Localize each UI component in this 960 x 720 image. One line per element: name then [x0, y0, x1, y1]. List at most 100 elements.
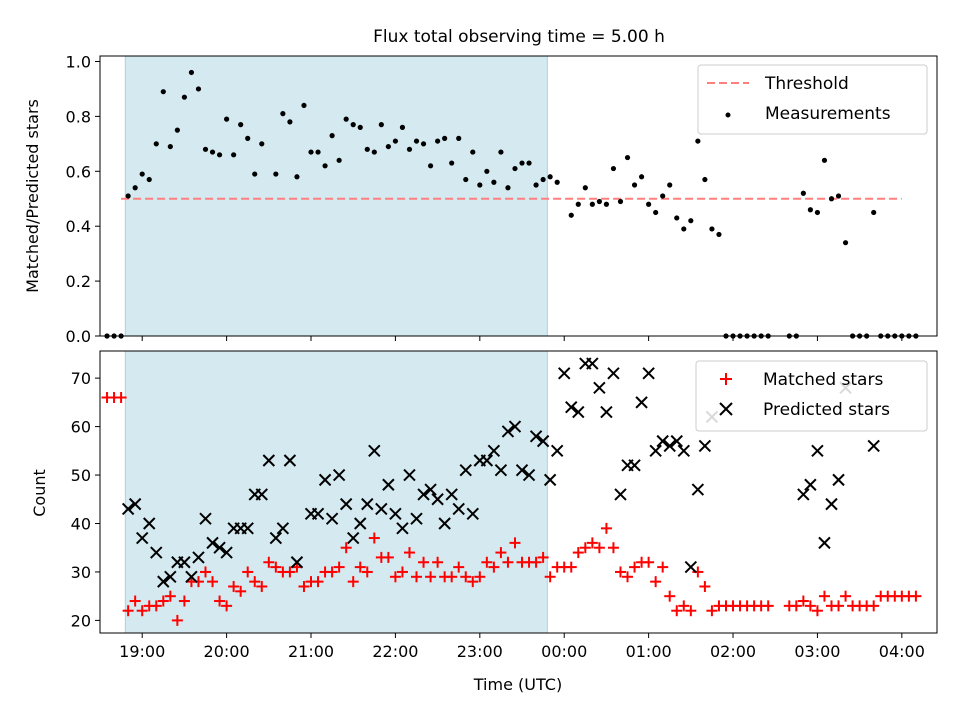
measurement-point	[301, 102, 307, 109]
matched-star-point	[298, 580, 310, 592]
matched-star-point	[762, 600, 774, 612]
measurement-point	[202, 146, 209, 152]
predicted-star-point	[396, 522, 409, 535]
matched-star-point	[607, 542, 619, 554]
measurement-point	[132, 185, 138, 191]
predicted-star-point	[424, 483, 437, 496]
matched-star-point	[699, 580, 711, 592]
predicted-star-point	[522, 468, 536, 482]
matched-star-point	[263, 556, 275, 568]
matched-star-point	[868, 600, 880, 612]
predicted-star-point	[600, 405, 613, 419]
matched-star-point	[579, 542, 591, 554]
predicted-star-point	[593, 381, 606, 395]
matched-star-point	[249, 576, 261, 588]
y-tick-label: 20	[71, 611, 91, 630]
matched-star-point	[115, 392, 127, 404]
predicted-star-point	[628, 459, 641, 472]
y-tick-label: 0.4	[66, 217, 91, 236]
predicted-star-point	[354, 517, 367, 530]
measurement-point	[505, 185, 511, 191]
top-legend: Threshold Measurements	[697, 64, 928, 135]
predicted-star-point	[121, 502, 135, 516]
y-tick-label: 0.0	[66, 327, 91, 346]
measurement-point	[238, 122, 244, 128]
measurement-point	[188, 69, 195, 76]
matched-star-point	[446, 571, 458, 583]
measurement-point	[575, 201, 581, 207]
matched-star-point	[136, 605, 148, 617]
measurement-point	[413, 138, 420, 144]
measurement-point	[181, 94, 188, 100]
predicted-star-point	[382, 478, 395, 491]
matched-star-point	[178, 595, 190, 607]
predicted-star-point	[543, 473, 557, 487]
measurement-point	[871, 209, 877, 216]
measurement-point	[378, 122, 384, 128]
measurement-point	[547, 174, 553, 180]
measurement-point	[329, 133, 335, 139]
predicted-star-point	[818, 536, 831, 550]
predicted-star-point	[368, 444, 381, 458]
matched-star-point	[207, 576, 219, 588]
measurement-point	[540, 176, 546, 183]
measurement-point	[153, 141, 159, 147]
predicted-star-point	[361, 497, 374, 511]
measurement-point	[315, 149, 321, 155]
measurement-point	[167, 143, 173, 150]
x-tick-label: 04:00	[879, 642, 925, 661]
top-y-axis-label: Matched/Predicted stars	[23, 99, 42, 293]
measurement-point	[526, 160, 532, 166]
measurement-point	[674, 215, 680, 221]
predicted-star-point	[192, 551, 205, 564]
matched-star-point	[129, 595, 141, 607]
matched-star-point	[664, 590, 676, 602]
matched-star-point	[671, 605, 683, 617]
measurement-point	[484, 168, 490, 174]
matched-star-point	[797, 595, 809, 607]
measurement-point	[308, 149, 314, 155]
predicted-star-point	[586, 357, 599, 370]
matched-star-point	[643, 556, 655, 568]
y-tick-label: 60	[71, 418, 91, 437]
predicted-star-point	[649, 444, 662, 458]
measurement-points	[104, 69, 919, 339]
matched-star-point	[467, 576, 479, 588]
predicted-star-point	[157, 575, 170, 588]
measurement-point	[287, 119, 293, 125]
measurement-point	[364, 146, 370, 152]
matched-star-point	[586, 537, 598, 549]
top-shaded-interval	[124, 55, 548, 337]
predicted-star-point	[635, 396, 648, 409]
x-tick-label: 02:00	[710, 642, 756, 661]
predicted-star-point	[431, 493, 444, 506]
matched-star-point	[157, 595, 169, 607]
matched-star-point	[396, 566, 408, 578]
measurement-point	[399, 124, 406, 130]
measurement-point	[435, 138, 441, 144]
matched-star-point	[228, 580, 240, 592]
bottom-shaded-interval	[124, 350, 548, 634]
bottom-panel: 20 30 40 50 60 70 19:00 20:00 21:00 22:00 23:00 00…	[30, 350, 938, 694]
matched-star-point	[122, 605, 134, 617]
matched-star-point	[650, 576, 662, 588]
x-tick-label: 01:00	[626, 642, 672, 661]
bottom-y-ticks: 20 30 40 50 60 70	[71, 369, 100, 630]
matched-star-point	[347, 576, 359, 588]
matched-star-point	[326, 566, 338, 578]
measurement-point	[174, 127, 180, 133]
predicted-star-point	[550, 444, 564, 458]
measurement-point	[231, 152, 237, 158]
measurement-point	[294, 174, 300, 180]
matched-star-point	[270, 561, 282, 573]
predicted-star-point	[642, 367, 655, 380]
matched-star-point	[214, 595, 226, 607]
measurement-point	[702, 176, 708, 183]
predicted-star-point	[445, 488, 458, 501]
measurement-point	[209, 149, 216, 155]
measurement-point	[582, 185, 588, 191]
measurement-point	[195, 86, 202, 92]
measurement-point	[146, 176, 152, 183]
bottom-y-axis-label: Count	[30, 469, 49, 517]
matched-star-point	[460, 571, 472, 583]
